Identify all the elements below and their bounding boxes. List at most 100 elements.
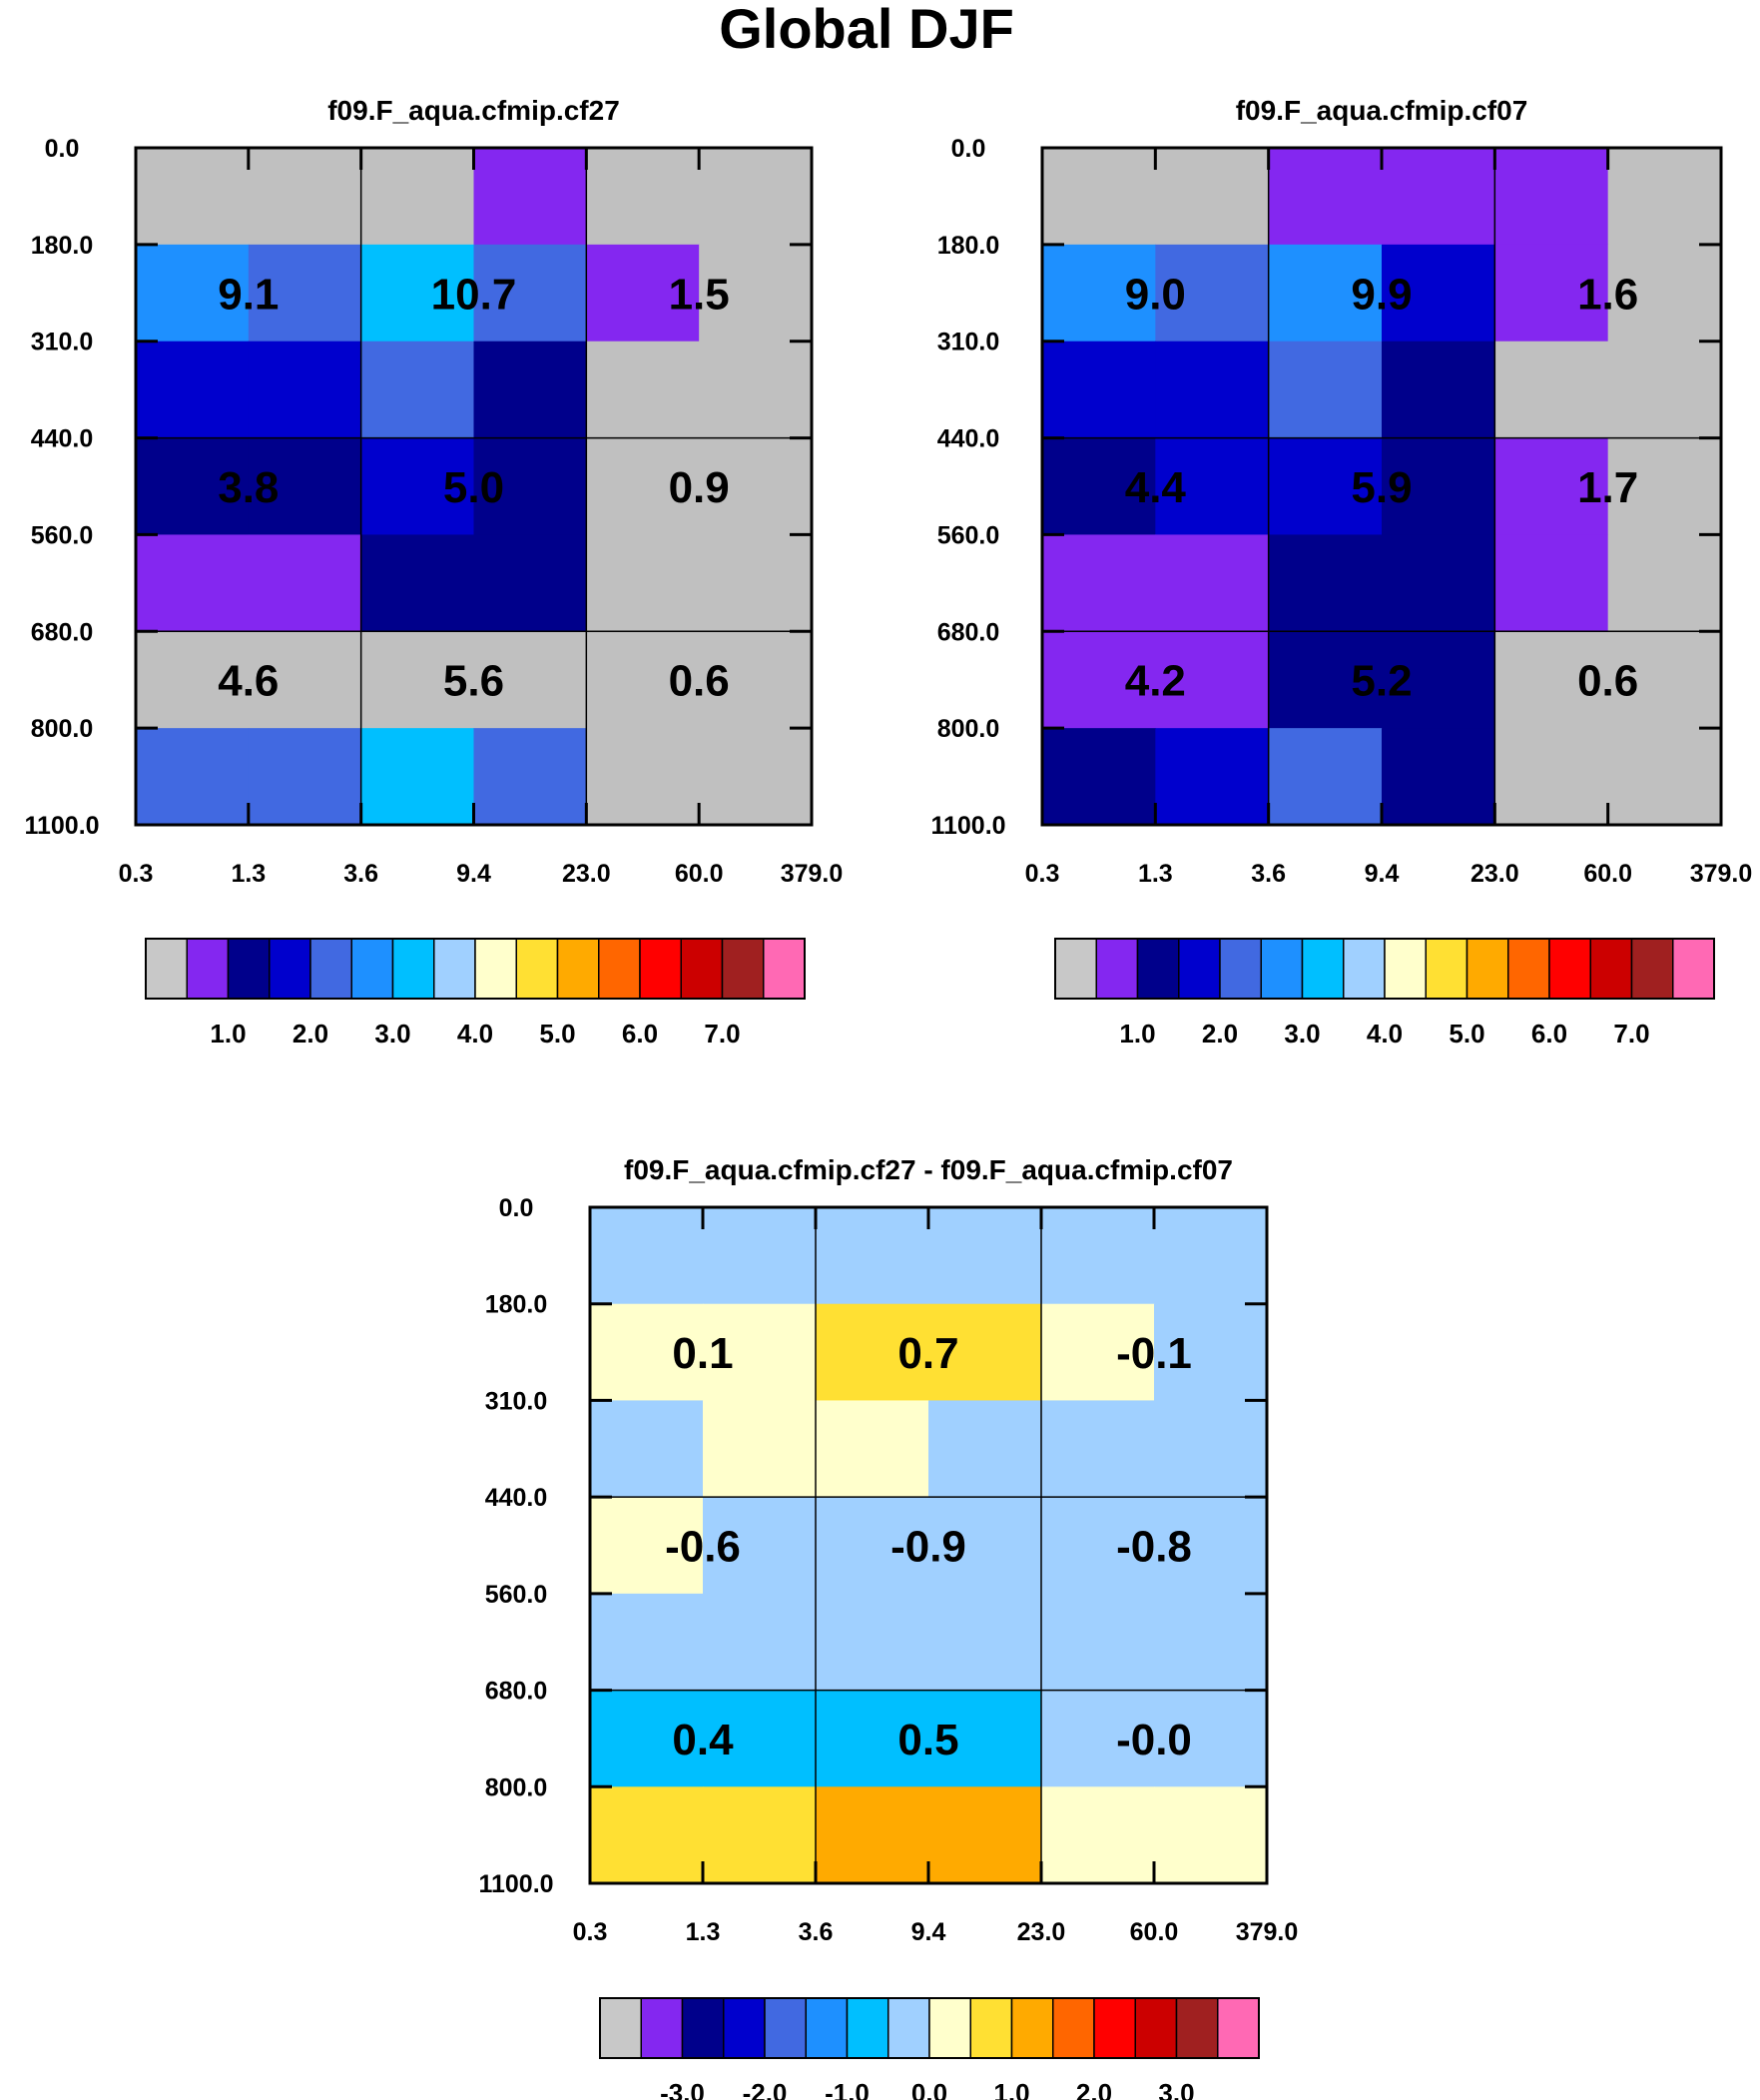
- y-tick-label: 180.0: [485, 1291, 548, 1319]
- y-tick-label: 0.0: [951, 135, 986, 163]
- heatmap-cell: [1268, 534, 1383, 632]
- y-tick-label: 440.0: [485, 1484, 548, 1512]
- heatmap-cell: [699, 534, 813, 632]
- colorbar-label: -1.0: [825, 2078, 870, 2100]
- y-tick-label: 310.0: [31, 329, 94, 356]
- block-value-label: -0.1: [1116, 1329, 1192, 1378]
- y-tick-label: 310.0: [937, 329, 1000, 356]
- block-value-label: 5.9: [1351, 463, 1412, 512]
- heatmap-cell: [248, 341, 362, 439]
- block-value-label: -0.0: [1116, 1716, 1192, 1764]
- colorbar-label: 7.0: [704, 1019, 740, 1049]
- x-tick-label: 0.3: [119, 860, 154, 888]
- colorbar-box: [1178, 938, 1221, 1000]
- heatmap-cell: [816, 1303, 929, 1402]
- colorbar-label: 3.0: [374, 1019, 410, 1049]
- colorbar-label: 4.0: [457, 1019, 493, 1049]
- colorbar-box: [1672, 938, 1715, 1000]
- heatmap-cell: [473, 631, 587, 729]
- colorbar-box: [227, 938, 271, 1000]
- heatmap-cell: [248, 437, 362, 536]
- heatmap-cell: [136, 728, 250, 826]
- x-tick-label: 23.0: [1470, 860, 1519, 888]
- heatmap-cell: [1494, 728, 1609, 826]
- heatmap-cell: [703, 1593, 817, 1692]
- heatmap-cell: [1154, 1593, 1268, 1692]
- heatmap-cell: [1042, 728, 1156, 826]
- colorbar-box: [1095, 938, 1139, 1000]
- block-value-label: 5.0: [443, 463, 504, 512]
- heatmap-cell: [1041, 1593, 1155, 1692]
- colorbar-label: 2.0: [1202, 1019, 1238, 1049]
- x-tick-label: 0.3: [1025, 860, 1060, 888]
- x-tick-label: 60.0: [1130, 1918, 1179, 1946]
- heatmap-cell: [928, 1400, 1042, 1498]
- heatmap-cell: [1494, 437, 1609, 536]
- heatmap-cell: [586, 244, 700, 343]
- colorbar-label: 6.0: [1531, 1019, 1567, 1049]
- colorbar-box: [391, 938, 435, 1000]
- colorbar-box: [681, 1997, 725, 2059]
- colorbar-box: [1589, 938, 1633, 1000]
- heatmap-cell: [1041, 1497, 1155, 1595]
- y-tick-label: 680.0: [485, 1678, 548, 1706]
- panel-title: f09.F_aqua.cfmip.cf27 - f09.F_aqua.cfmip…: [624, 1154, 1233, 1185]
- heatmap-cell: [136, 341, 250, 439]
- colorbar-box: [639, 938, 682, 1000]
- y-tick-label: 680.0: [937, 618, 1000, 646]
- colorbar-box: [1054, 938, 1097, 1000]
- colorbar-box: [1010, 1997, 1054, 2059]
- colorbar-box: [1630, 938, 1674, 1000]
- panel-title: f09.F_aqua.cfmip.cf27: [327, 95, 620, 126]
- colorbar-label: 1.0: [993, 2078, 1029, 2100]
- block-value-label: 4.6: [218, 657, 279, 706]
- heatmap-cell: [1607, 728, 1722, 826]
- heatmap-cell: [1607, 148, 1722, 246]
- colorbar-box: [846, 1997, 889, 2059]
- colorbar-label: -3.0: [660, 2078, 705, 2100]
- heatmap-cell: [248, 728, 362, 826]
- colorbar-box: [1507, 938, 1550, 1000]
- heatmap-cell: [1494, 244, 1609, 343]
- heatmap-cell: [1041, 1690, 1155, 1787]
- heatmap-cell: [1268, 244, 1383, 343]
- block-value-label: 10.7: [431, 270, 517, 319]
- heatmap-cell: [1268, 437, 1383, 536]
- colorbar-box: [723, 1997, 766, 2059]
- colorbar-box: [309, 938, 352, 1000]
- heatmap-cell: [136, 244, 250, 343]
- colorbar-box: [763, 938, 806, 1000]
- colorbar-label: -2.0: [743, 2078, 788, 2100]
- block-value-label: 0.1: [672, 1329, 733, 1378]
- block-value-label: 0.6: [1577, 657, 1638, 706]
- heatmap-cell: [590, 1207, 704, 1305]
- heatmap-cell: [1155, 534, 1270, 632]
- x-tick-label: 1.3: [686, 1918, 721, 1946]
- heatmap-cell: [473, 148, 587, 246]
- x-tick-label: 3.6: [343, 860, 378, 888]
- heatmap-cell: [699, 437, 813, 536]
- heatmap-cell: [590, 1786, 704, 1884]
- heatmap-cell: [1042, 244, 1156, 343]
- colorbar-box: [1217, 1997, 1260, 2059]
- heatmap-cell: [1155, 728, 1270, 826]
- heatmap-cell: [699, 244, 813, 343]
- colorbar-box: [1134, 1997, 1178, 2059]
- x-tick-label: 379.0: [781, 860, 844, 888]
- panel-1: f09.F_aqua.cfmip.cf27 0.0 180.0 310.0 440.0 5…: [24, 95, 843, 1049]
- heatmap-cell: [1607, 437, 1722, 536]
- x-tick-label: 3.6: [1251, 860, 1286, 888]
- heatmap-cell: [1041, 1207, 1155, 1305]
- x-tick-label: 9.4: [456, 860, 491, 888]
- heatmap-cell: [360, 631, 475, 729]
- x-tick-label: 23.0: [1017, 1918, 1066, 1946]
- block-value-label: 1.5: [669, 270, 730, 319]
- heatmap-cell: [1041, 1786, 1155, 1884]
- x-tick-label: 1.3: [231, 860, 266, 888]
- heatmap-cell: [703, 1303, 817, 1402]
- heatmap-cell: [1382, 728, 1495, 826]
- heatmap-cell: [928, 1690, 1042, 1787]
- colorbar-box: [1219, 938, 1262, 1000]
- heatmap-cell: [1607, 631, 1722, 729]
- heatmap-cell: [1155, 341, 1270, 439]
